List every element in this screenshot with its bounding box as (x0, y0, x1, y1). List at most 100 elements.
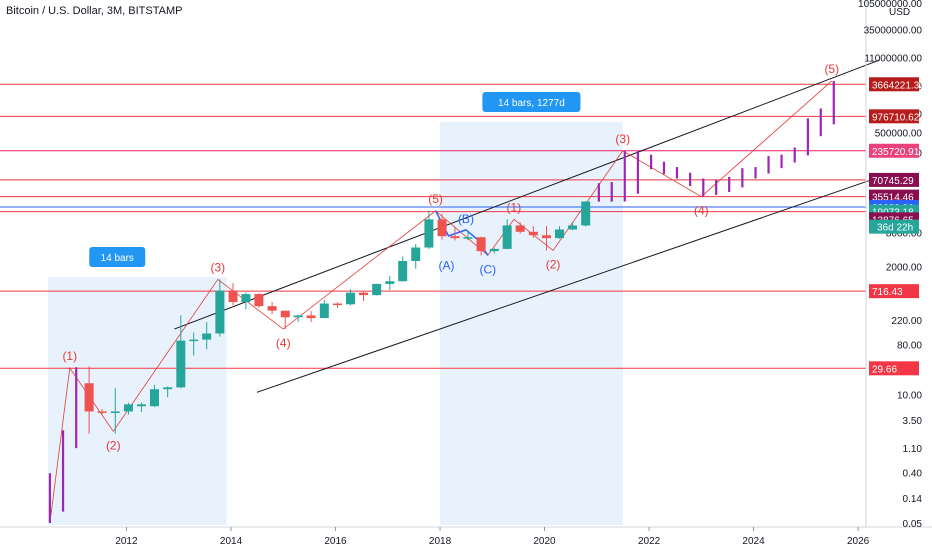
candle (541, 226, 551, 251)
currency-label: USD (889, 7, 911, 18)
candle (189, 332, 199, 356)
candle-body (515, 225, 525, 232)
candle-body (215, 290, 225, 334)
candle (267, 301, 277, 314)
candle (293, 314, 303, 323)
candle-body (123, 404, 133, 412)
x-tick-label: 2020 (533, 536, 556, 547)
highlight-range (47, 277, 227, 525)
candle (398, 256, 408, 282)
y-tick-label: 80.00 (897, 340, 922, 351)
candle-body (97, 411, 107, 413)
candle (215, 279, 225, 337)
candle (97, 409, 107, 415)
x-tick-label: 2024 (742, 536, 765, 547)
y-tick-label: 0.14 (903, 494, 923, 505)
candle (228, 283, 238, 306)
candle-body (241, 294, 251, 303)
horizontal-levels (0, 83, 866, 369)
candle-body (359, 292, 369, 296)
candle-body (581, 201, 591, 226)
candle (463, 231, 473, 241)
candle (555, 226, 565, 239)
candle-body (476, 237, 486, 252)
wave-label: (2) (546, 257, 561, 271)
price-tag-label: 3664221.33 (872, 80, 925, 91)
candle-body (398, 260, 408, 282)
y-tick-label: 0.40 (903, 469, 923, 480)
candle-body (502, 225, 512, 249)
x-tick-label: 2012 (115, 536, 138, 547)
candle-body (254, 294, 264, 307)
price-tag-bg (869, 109, 919, 124)
candle-body (293, 315, 303, 318)
wave-label: (5) (428, 192, 443, 206)
candle-body (385, 281, 395, 284)
candle-body (528, 231, 538, 236)
candle (424, 210, 434, 249)
y-tick-label: 1.10 (903, 444, 923, 455)
price-tag: 29.66 (869, 361, 919, 376)
candle (345, 289, 355, 306)
candle-body (437, 219, 447, 237)
candle (110, 388, 120, 434)
candle (372, 283, 382, 296)
wave-label: (A) (438, 258, 454, 272)
candle-body (110, 411, 120, 413)
wave-label: (4) (694, 204, 709, 218)
candle (280, 310, 290, 330)
y-tick-label: 11000000.00 (864, 54, 922, 65)
candle (306, 311, 316, 323)
x-tick-label: 2016 (324, 536, 347, 547)
y-tick-label: 105000000.00 (858, 0, 922, 10)
candle-body (228, 290, 238, 303)
x-tick-label: 2014 (220, 536, 243, 547)
candle-body (267, 306, 277, 311)
candle (202, 322, 212, 350)
chart-title: Bitcoin / U.S. Dollar, 3M, BITSTAMP (6, 5, 183, 17)
candle-body (424, 219, 434, 248)
y-tick-label: 3.50 (903, 416, 923, 427)
candle-body (541, 235, 551, 239)
y-tick-label: 10.00 (897, 391, 922, 402)
candle (319, 299, 329, 319)
channel-line-upper (174, 59, 880, 330)
candle-body (149, 389, 159, 407)
wave-label: (B) (458, 212, 474, 226)
candle (581, 201, 591, 227)
wave-label: (2) (106, 438, 121, 452)
candle-body (411, 247, 421, 261)
wave-label: (4) (276, 336, 291, 350)
candle (502, 219, 512, 250)
candle-body (489, 248, 499, 252)
price-tag-label: 29.66 (872, 364, 897, 375)
candle (411, 244, 421, 269)
price-tag: 976710.62 (869, 109, 920, 124)
candle (123, 402, 133, 415)
candle (149, 384, 159, 408)
candle-body (189, 339, 199, 342)
highlight-ranges: 14 bars 14 bars, 1277d (47, 92, 623, 525)
y-tick-label: 0.05 (903, 519, 923, 530)
y-tick-label: 8000.00 (886, 229, 923, 240)
channel-lines (174, 59, 880, 393)
price-tag-bg (869, 172, 919, 187)
price-tag-bg (869, 77, 919, 92)
y-tick-label: 500000.00 (875, 129, 923, 140)
candle-body (319, 303, 329, 319)
price-tag-label: 235720.91 (872, 147, 920, 158)
countdown-tag-bg (869, 219, 919, 234)
wave-label: (1) (62, 349, 77, 363)
price-tags: 3664221.33 976710.62 235720.91 70745.29 3551… (869, 77, 925, 376)
price-tag-bg (869, 361, 919, 376)
candle (241, 292, 251, 310)
wave-path-red (49, 80, 833, 524)
y-tick-label: 35000000.00 (864, 26, 923, 37)
candle (437, 214, 447, 240)
range-badge-bg (482, 92, 581, 112)
candle (84, 366, 94, 434)
candle-body (306, 315, 316, 319)
range-badge-label: 14 bars (101, 253, 134, 264)
